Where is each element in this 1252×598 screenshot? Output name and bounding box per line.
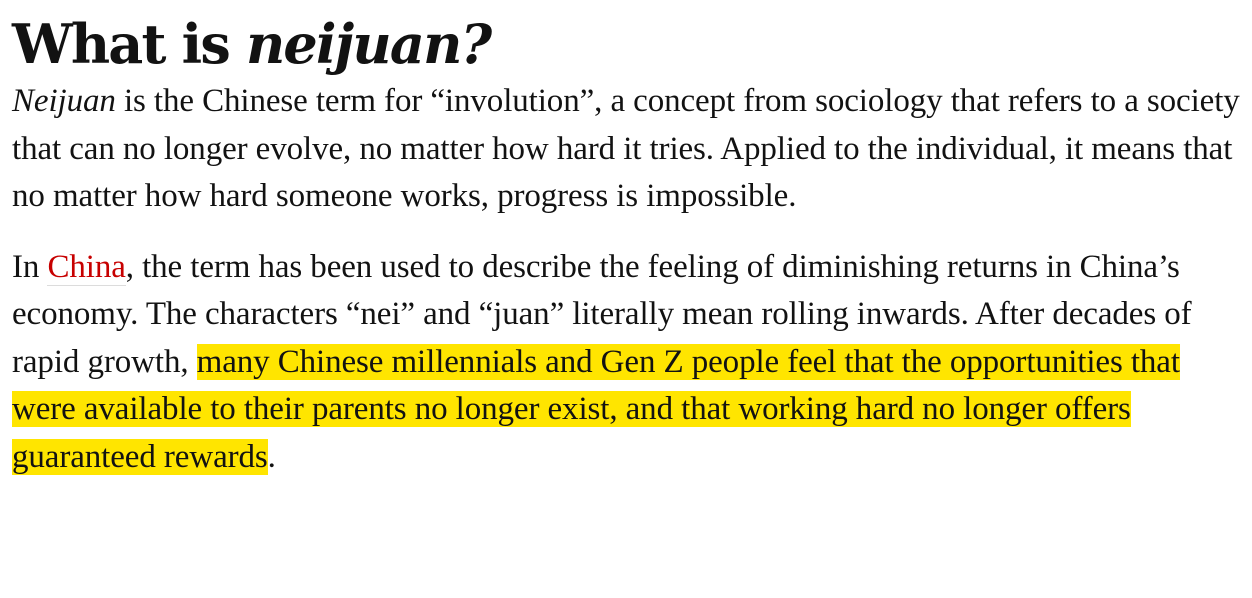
context-lead: In — [12, 248, 48, 285]
context-end: . — [267, 438, 276, 475]
definition-text: is the Chinese term for “involution”, a … — [12, 83, 1240, 214]
term-neijuan: Neijuan — [12, 83, 116, 119]
heading-prefix: What is — [12, 12, 246, 76]
paragraph-context: In China, the term has been used to desc… — [12, 244, 1248, 482]
section-heading: What is neijuan? — [12, 10, 1248, 78]
china-link[interactable]: China — [47, 248, 126, 286]
context-text: , the term has been used to describe the… — [12, 248, 1192, 380]
heading-emphasis: neijuan? — [245, 12, 492, 76]
paragraph-definition: Neijuan is the Chinese term for “involut… — [12, 78, 1248, 221]
article-body: What is neijuan? Neijuan is the Chinese … — [12, 10, 1248, 481]
highlighted-text[interactable]: many Chinese millennials and Gen Z peopl… — [12, 343, 1180, 475]
